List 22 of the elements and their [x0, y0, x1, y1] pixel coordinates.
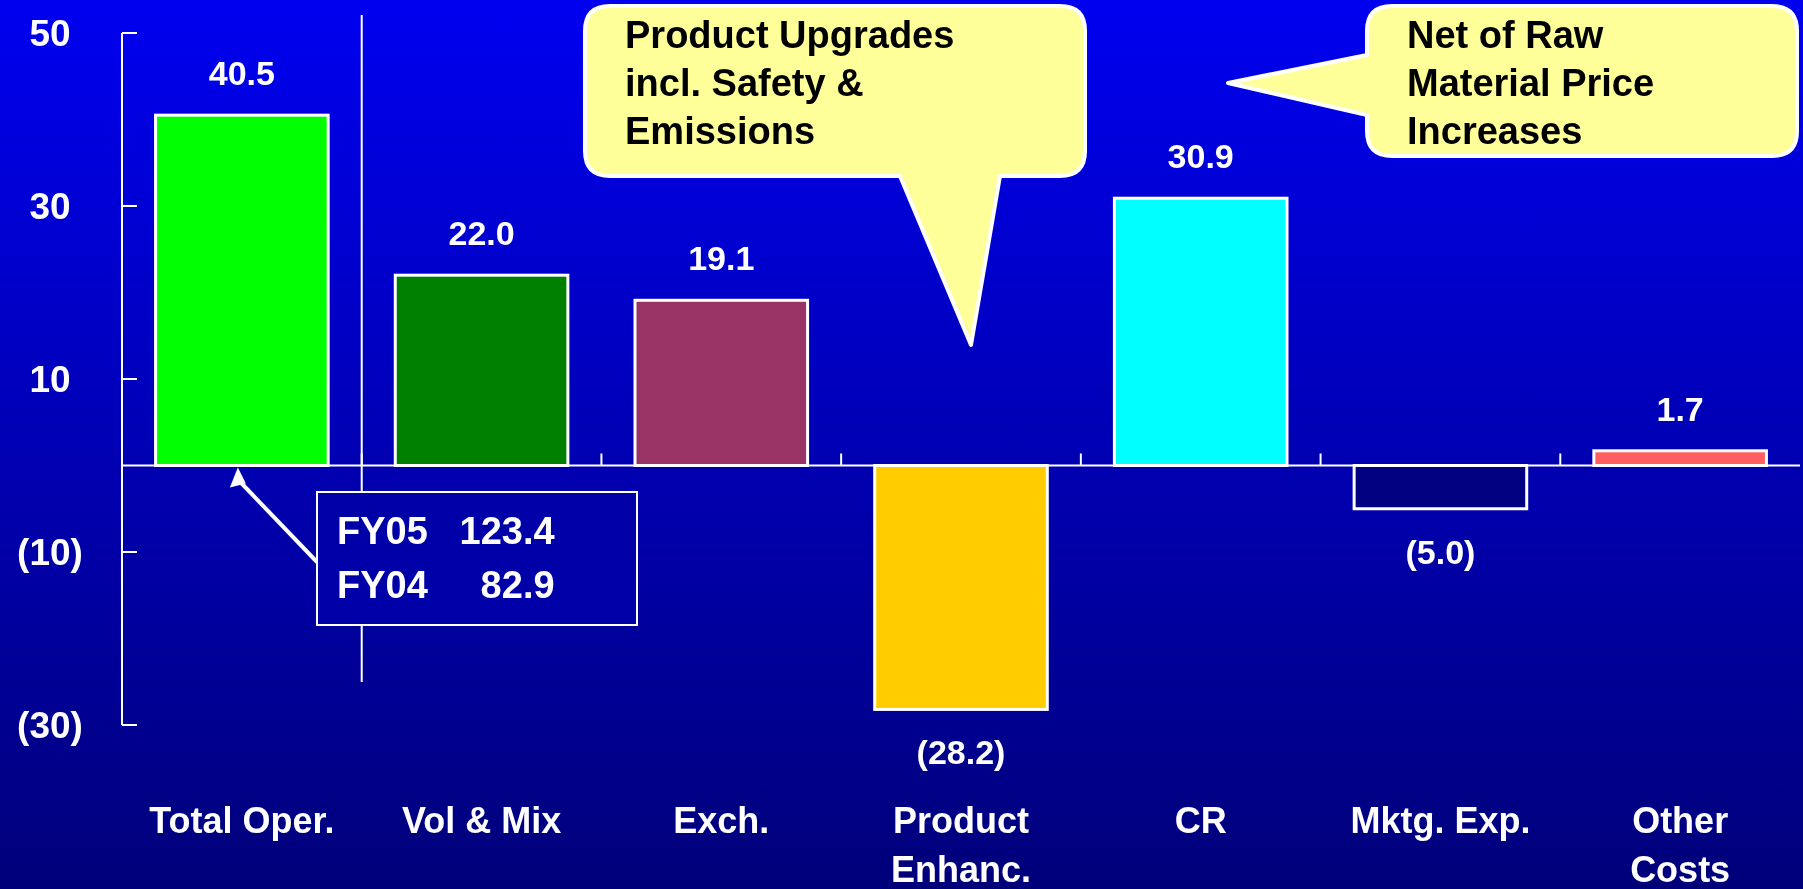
data-label: 40.5: [208, 54, 275, 93]
data-label: 19.1: [688, 239, 755, 278]
annotation: Net of Raw Material Price Increases: [1407, 14, 1655, 152]
y-tick-label: 50: [29, 12, 71, 54]
x-tick-label: CR: [1174, 800, 1227, 841]
y-tick-label: 10: [29, 358, 71, 400]
data-label: (28.2): [916, 733, 1006, 772]
y-tick-label: (30): [17, 704, 83, 746]
annotation: FY05 123.4 FY04 82.9: [337, 510, 555, 606]
x-tick-label: Other Costs: [1630, 800, 1731, 889]
x-tick-label: Vol & Mix: [401, 800, 562, 841]
x-tick-label: Mktg. Exp.: [1350, 800, 1531, 841]
x-tick-label: Product Enhanc.: [890, 800, 1032, 889]
data-label: 1.7: [1656, 389, 1704, 428]
x-tick-label: Exch.: [673, 800, 770, 841]
y-tick-label: (10): [17, 531, 83, 573]
y-tick-label: 30: [29, 185, 71, 227]
x-tick-label: Total Oper.: [149, 800, 335, 841]
annotation: Product Upgrades incl. Safety & Emissions: [625, 14, 955, 152]
data-label: 22.0: [448, 214, 515, 253]
data-label: (5.0): [1405, 532, 1476, 571]
data-label: 30.9: [1167, 137, 1234, 176]
